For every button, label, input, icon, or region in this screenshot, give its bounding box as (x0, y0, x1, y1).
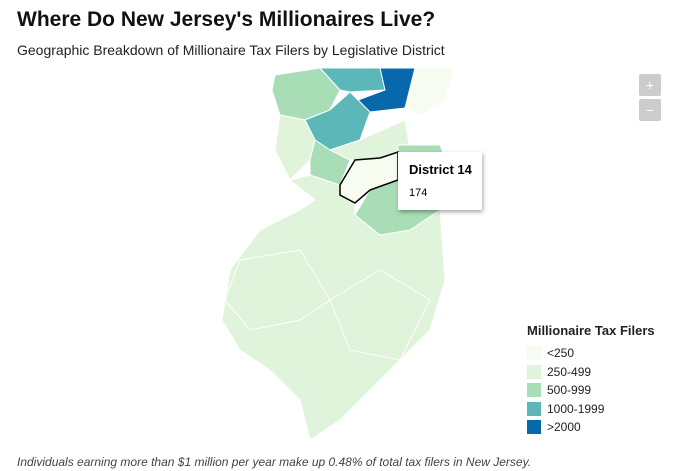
legend-label: 1000-1999 (547, 401, 605, 416)
zoom-in[interactable]: + (639, 74, 661, 96)
legend-label: <250 (547, 346, 575, 361)
tooltip-title: District 14 (409, 162, 472, 177)
title: Where Do New Jersey's Millionaires Live? (17, 8, 436, 31)
district (224, 249, 331, 331)
tooltip: District 14 174 (398, 152, 482, 210)
districts (221, 67, 456, 441)
legend-title: Millionaire Tax Filers (527, 323, 655, 338)
legend-swatch (527, 420, 541, 435)
legend-item: >2000 (527, 418, 655, 437)
legend-label: >2000 (547, 420, 581, 435)
zoom-out[interactable]: − (639, 99, 661, 121)
tooltip-value: 174 (409, 187, 428, 199)
legend-label: 500-999 (547, 383, 592, 398)
legend-item: 500-999 (527, 381, 655, 400)
legend-item: 250-499 (527, 363, 655, 382)
legend-label: 250-499 (547, 364, 592, 379)
legend: Millionaire Tax Filers <250 250-499 500-99… (527, 323, 655, 437)
legend-item: 1000-1999 (527, 400, 655, 419)
legend-item: <250 (527, 344, 655, 363)
district (318, 67, 391, 93)
legend-swatch (527, 383, 541, 398)
legend-swatch (527, 401, 541, 416)
subtitle: Geographic Breakdown of Millionaire Tax … (17, 42, 445, 58)
district (404, 67, 456, 116)
footnote: Individuals earning more than $1 million… (17, 455, 532, 469)
legend-swatch (527, 346, 541, 361)
district (329, 269, 431, 361)
legend-swatch (527, 364, 541, 379)
